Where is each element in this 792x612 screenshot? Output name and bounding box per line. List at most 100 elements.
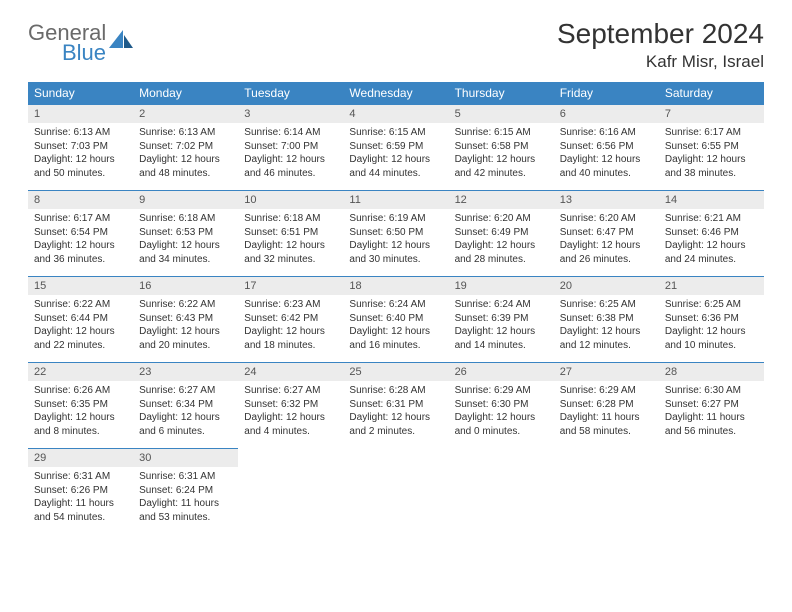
day-details: Sunrise: 6:30 AMSunset: 6:27 PMDaylight:… <box>659 381 764 442</box>
calendar-body: 1Sunrise: 6:13 AMSunset: 7:03 PMDaylight… <box>28 104 764 534</box>
day-number: 2 <box>133 104 238 123</box>
empty-cell <box>343 448 448 534</box>
day-number: 23 <box>133 362 238 381</box>
weekday-header: Sunday <box>28 82 133 104</box>
calendar-week: 15Sunrise: 6:22 AMSunset: 6:44 PMDayligh… <box>28 276 764 362</box>
header: General Blue September 2024 Kafr Misr, I… <box>28 18 764 72</box>
day-details: Sunrise: 6:14 AMSunset: 7:00 PMDaylight:… <box>238 123 343 184</box>
day-cell: 8Sunrise: 6:17 AMSunset: 6:54 PMDaylight… <box>28 190 133 276</box>
weekday-header: Wednesday <box>343 82 448 104</box>
month-title: September 2024 <box>557 18 764 50</box>
day-details: Sunrise: 6:25 AMSunset: 6:36 PMDaylight:… <box>659 295 764 356</box>
day-number: 22 <box>28 362 133 381</box>
day-details: Sunrise: 6:20 AMSunset: 6:49 PMDaylight:… <box>449 209 554 270</box>
day-details: Sunrise: 6:31 AMSunset: 6:24 PMDaylight:… <box>133 467 238 528</box>
day-cell: 29Sunrise: 6:31 AMSunset: 6:26 PMDayligh… <box>28 448 133 534</box>
day-number: 25 <box>343 362 448 381</box>
day-number: 27 <box>554 362 659 381</box>
day-details: Sunrise: 6:23 AMSunset: 6:42 PMDaylight:… <box>238 295 343 356</box>
title-block: September 2024 Kafr Misr, Israel <box>557 18 764 72</box>
day-details: Sunrise: 6:16 AMSunset: 6:56 PMDaylight:… <box>554 123 659 184</box>
day-details: Sunrise: 6:15 AMSunset: 6:58 PMDaylight:… <box>449 123 554 184</box>
day-cell: 13Sunrise: 6:20 AMSunset: 6:47 PMDayligh… <box>554 190 659 276</box>
day-details: Sunrise: 6:27 AMSunset: 6:34 PMDaylight:… <box>133 381 238 442</box>
day-cell: 5Sunrise: 6:15 AMSunset: 6:58 PMDaylight… <box>449 104 554 190</box>
day-details: Sunrise: 6:19 AMSunset: 6:50 PMDaylight:… <box>343 209 448 270</box>
day-cell: 12Sunrise: 6:20 AMSunset: 6:49 PMDayligh… <box>449 190 554 276</box>
day-number: 9 <box>133 190 238 209</box>
day-number: 29 <box>28 448 133 467</box>
day-number: 4 <box>343 104 448 123</box>
day-cell: 19Sunrise: 6:24 AMSunset: 6:39 PMDayligh… <box>449 276 554 362</box>
weekday-row: SundayMondayTuesdayWednesdayThursdayFrid… <box>28 82 764 104</box>
calendar-week: 8Sunrise: 6:17 AMSunset: 6:54 PMDaylight… <box>28 190 764 276</box>
calendar-week: 29Sunrise: 6:31 AMSunset: 6:26 PMDayligh… <box>28 448 764 534</box>
day-number: 7 <box>659 104 764 123</box>
day-cell: 23Sunrise: 6:27 AMSunset: 6:34 PMDayligh… <box>133 362 238 448</box>
day-cell: 17Sunrise: 6:23 AMSunset: 6:42 PMDayligh… <box>238 276 343 362</box>
day-cell: 9Sunrise: 6:18 AMSunset: 6:53 PMDaylight… <box>133 190 238 276</box>
weekday-header: Saturday <box>659 82 764 104</box>
logo: General Blue <box>28 18 135 64</box>
location: Kafr Misr, Israel <box>557 52 764 72</box>
day-details: Sunrise: 6:29 AMSunset: 6:28 PMDaylight:… <box>554 381 659 442</box>
day-number: 8 <box>28 190 133 209</box>
day-cell: 6Sunrise: 6:16 AMSunset: 6:56 PMDaylight… <box>554 104 659 190</box>
day-cell: 30Sunrise: 6:31 AMSunset: 6:24 PMDayligh… <box>133 448 238 534</box>
day-cell: 7Sunrise: 6:17 AMSunset: 6:55 PMDaylight… <box>659 104 764 190</box>
day-number: 26 <box>449 362 554 381</box>
day-cell: 10Sunrise: 6:18 AMSunset: 6:51 PMDayligh… <box>238 190 343 276</box>
day-details: Sunrise: 6:29 AMSunset: 6:30 PMDaylight:… <box>449 381 554 442</box>
day-cell: 25Sunrise: 6:28 AMSunset: 6:31 PMDayligh… <box>343 362 448 448</box>
day-cell: 2Sunrise: 6:13 AMSunset: 7:02 PMDaylight… <box>133 104 238 190</box>
empty-cell <box>659 448 764 534</box>
day-details: Sunrise: 6:18 AMSunset: 6:51 PMDaylight:… <box>238 209 343 270</box>
day-details: Sunrise: 6:20 AMSunset: 6:47 PMDaylight:… <box>554 209 659 270</box>
day-number: 15 <box>28 276 133 295</box>
day-number: 21 <box>659 276 764 295</box>
day-number: 28 <box>659 362 764 381</box>
empty-cell <box>449 448 554 534</box>
day-details: Sunrise: 6:26 AMSunset: 6:35 PMDaylight:… <box>28 381 133 442</box>
day-cell: 4Sunrise: 6:15 AMSunset: 6:59 PMDaylight… <box>343 104 448 190</box>
day-details: Sunrise: 6:18 AMSunset: 6:53 PMDaylight:… <box>133 209 238 270</box>
empty-cell <box>554 448 659 534</box>
calendar-week: 22Sunrise: 6:26 AMSunset: 6:35 PMDayligh… <box>28 362 764 448</box>
day-details: Sunrise: 6:17 AMSunset: 6:55 PMDaylight:… <box>659 123 764 184</box>
empty-cell <box>238 448 343 534</box>
day-cell: 3Sunrise: 6:14 AMSunset: 7:00 PMDaylight… <box>238 104 343 190</box>
day-number: 11 <box>343 190 448 209</box>
day-cell: 24Sunrise: 6:27 AMSunset: 6:32 PMDayligh… <box>238 362 343 448</box>
day-cell: 26Sunrise: 6:29 AMSunset: 6:30 PMDayligh… <box>449 362 554 448</box>
day-number: 3 <box>238 104 343 123</box>
day-details: Sunrise: 6:31 AMSunset: 6:26 PMDaylight:… <box>28 467 133 528</box>
calendar-week: 1Sunrise: 6:13 AMSunset: 7:03 PMDaylight… <box>28 104 764 190</box>
day-cell: 21Sunrise: 6:25 AMSunset: 6:36 PMDayligh… <box>659 276 764 362</box>
day-number: 19 <box>449 276 554 295</box>
weekday-header: Thursday <box>449 82 554 104</box>
day-cell: 18Sunrise: 6:24 AMSunset: 6:40 PMDayligh… <box>343 276 448 362</box>
day-details: Sunrise: 6:21 AMSunset: 6:46 PMDaylight:… <box>659 209 764 270</box>
day-details: Sunrise: 6:15 AMSunset: 6:59 PMDaylight:… <box>343 123 448 184</box>
day-cell: 27Sunrise: 6:29 AMSunset: 6:28 PMDayligh… <box>554 362 659 448</box>
day-details: Sunrise: 6:13 AMSunset: 7:03 PMDaylight:… <box>28 123 133 184</box>
day-details: Sunrise: 6:24 AMSunset: 6:39 PMDaylight:… <box>449 295 554 356</box>
day-details: Sunrise: 6:24 AMSunset: 6:40 PMDaylight:… <box>343 295 448 356</box>
day-cell: 28Sunrise: 6:30 AMSunset: 6:27 PMDayligh… <box>659 362 764 448</box>
calendar-head: SundayMondayTuesdayWednesdayThursdayFrid… <box>28 82 764 104</box>
weekday-header: Friday <box>554 82 659 104</box>
logo-sail-icon <box>109 30 135 57</box>
day-number: 10 <box>238 190 343 209</box>
day-number: 20 <box>554 276 659 295</box>
weekday-header: Tuesday <box>238 82 343 104</box>
logo-text-block: General Blue <box>28 22 106 64</box>
day-number: 1 <box>28 104 133 123</box>
day-number: 16 <box>133 276 238 295</box>
day-cell: 1Sunrise: 6:13 AMSunset: 7:03 PMDaylight… <box>28 104 133 190</box>
day-number: 30 <box>133 448 238 467</box>
day-number: 18 <box>343 276 448 295</box>
day-cell: 14Sunrise: 6:21 AMSunset: 6:46 PMDayligh… <box>659 190 764 276</box>
day-cell: 15Sunrise: 6:22 AMSunset: 6:44 PMDayligh… <box>28 276 133 362</box>
day-number: 5 <box>449 104 554 123</box>
day-cell: 11Sunrise: 6:19 AMSunset: 6:50 PMDayligh… <box>343 190 448 276</box>
